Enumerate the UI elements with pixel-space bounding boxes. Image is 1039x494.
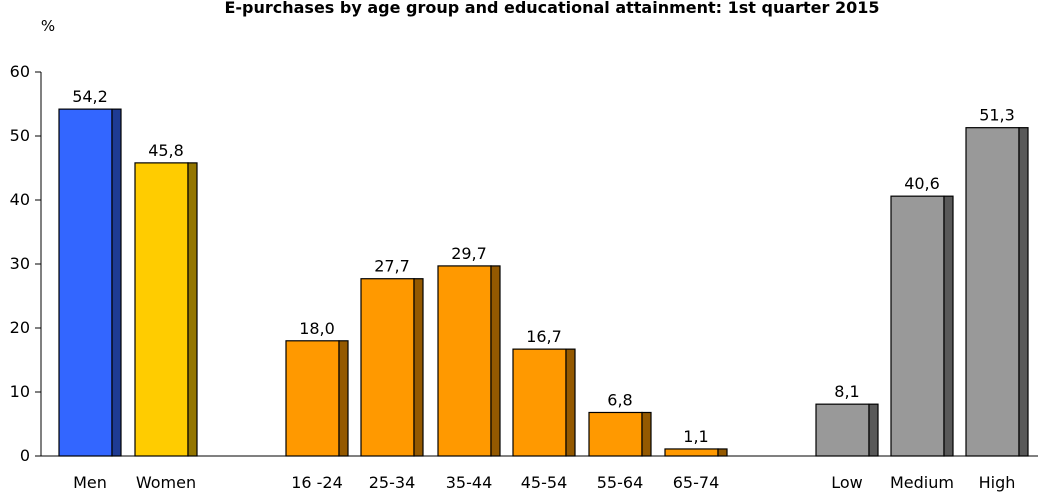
y-tick-label: 10 — [10, 382, 30, 401]
data-label: 51,3 — [979, 106, 1015, 125]
data-label: 45,8 — [148, 141, 184, 160]
bar-side-shadow — [187, 162, 198, 457]
y-tick-label: 20 — [10, 318, 30, 337]
bar — [360, 278, 415, 457]
bar-side-shadow — [868, 403, 879, 457]
bar-side-shadow — [413, 278, 424, 457]
data-label: 54,2 — [72, 87, 108, 106]
bar-side-shadow — [943, 195, 954, 457]
bar-side-shadow — [338, 340, 349, 457]
category-label: 55-64 — [597, 473, 644, 492]
bar-side-shadow — [1018, 127, 1029, 457]
y-tick-label: 30 — [10, 254, 30, 273]
y-tick-label: 50 — [10, 126, 30, 145]
category-label: Men — [73, 473, 107, 492]
category-label: Medium — [890, 473, 954, 492]
data-label: 27,7 — [374, 257, 410, 276]
data-label: 16,7 — [526, 327, 562, 346]
bar-side-shadow — [717, 448, 728, 457]
data-label: 1,1 — [683, 427, 708, 446]
category-label: High — [979, 473, 1016, 492]
bars-layer — [58, 108, 1029, 457]
category-label: Women — [136, 473, 196, 492]
chart-title: E-purchases by age group and educational… — [224, 0, 879, 17]
bar — [134, 162, 189, 457]
bar-side-shadow — [565, 348, 576, 457]
y-tick-label: 40 — [10, 190, 30, 209]
bar — [890, 195, 945, 457]
y-tick-label: 60 — [10, 62, 30, 81]
y-axis-unit-label: % — [41, 17, 55, 35]
bar — [58, 108, 113, 457]
data-label: 18,0 — [299, 319, 335, 338]
bar — [285, 340, 340, 457]
data-label: 6,8 — [607, 390, 632, 409]
data-label: 40,6 — [904, 174, 940, 193]
category-label: 16 -24 — [291, 473, 343, 492]
category-label: Low — [831, 473, 863, 492]
labels-layer: 54,2 Men 45,8 Women 18,0 16 -24 27,7 25-34 29,7 3… — [72, 87, 1015, 492]
data-label: 29,7 — [451, 244, 487, 263]
bar — [588, 411, 643, 457]
bar-side-shadow — [490, 265, 501, 457]
bar — [965, 127, 1020, 457]
data-label: 8,1 — [834, 382, 859, 401]
bar — [437, 265, 492, 457]
category-label: 45-54 — [521, 473, 568, 492]
bar-side-shadow — [641, 411, 652, 457]
y-tick-label: 0 — [20, 446, 30, 465]
bar-side-shadow — [111, 108, 122, 457]
category-label: 25-34 — [369, 473, 416, 492]
bar — [512, 348, 567, 457]
category-label: 35-44 — [446, 473, 493, 492]
category-label: 65-74 — [673, 473, 720, 492]
bar — [815, 403, 870, 457]
axes-layer: 0 10 20 30 40 50 60 — [10, 62, 1038, 465]
bar — [664, 448, 719, 457]
